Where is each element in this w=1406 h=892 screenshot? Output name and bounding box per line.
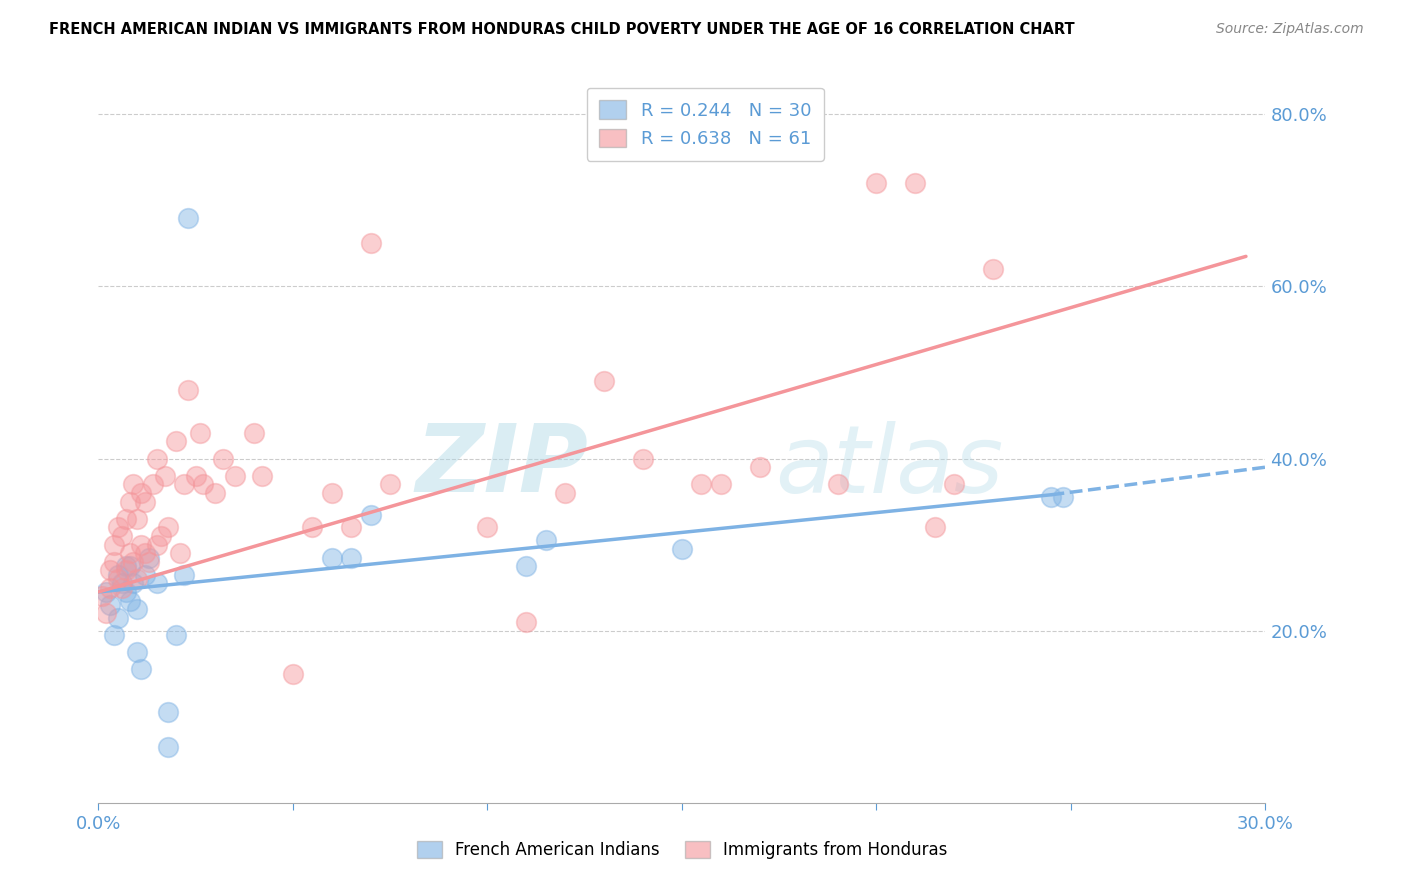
Point [142,477,165,491]
Point [149,529,172,543]
Point [98,581,121,595]
Point [127,512,149,526]
Point [138,550,160,565]
Point [103,538,125,552]
Point [107,520,129,534]
Point [157,739,180,754]
Point [250,468,273,483]
Point [127,645,149,659]
Point [321,550,343,565]
Point [122,555,145,569]
Point [281,666,304,681]
Point [114,559,136,574]
Point [103,555,125,569]
Point [122,477,145,491]
Point [360,508,382,522]
Point [103,628,125,642]
Point [157,520,180,534]
Point [1052,491,1074,505]
Point [169,546,191,560]
Point [129,662,152,676]
Point [212,451,235,466]
Point [114,585,136,599]
Point [671,541,693,556]
Point [146,451,169,466]
Point [301,520,323,534]
Point [515,615,537,629]
Point [1040,491,1063,505]
Point [165,434,187,449]
Point [340,520,363,534]
Point [146,576,169,591]
Point [748,460,770,475]
Point [943,477,966,491]
Point [118,593,141,607]
Point [118,546,141,560]
Point [153,468,176,483]
Point [134,546,156,560]
Point [224,468,246,483]
Point [107,567,129,582]
Point [157,706,180,720]
Text: ZIP: ZIP [416,420,589,512]
Point [134,494,156,508]
Point [534,533,557,548]
Point [173,567,195,582]
Point [710,477,733,491]
Point [107,611,129,625]
Point [188,425,211,440]
Point [98,598,121,612]
Point [184,468,207,483]
Point [177,211,200,225]
Text: FRENCH AMERICAN INDIAN VS IMMIGRANTS FROM HONDURAS CHILD POVERTY UNDER THE AGE O: FRENCH AMERICAN INDIAN VS IMMIGRANTS FRO… [49,22,1074,37]
Point [134,567,156,582]
Text: Source: ZipAtlas.com: Source: ZipAtlas.com [1216,22,1364,37]
Point [321,486,343,500]
Point [827,477,849,491]
Point [165,628,187,642]
Point [554,486,576,500]
Point [146,538,169,552]
Point [127,602,149,616]
Point [177,383,200,397]
Point [243,425,266,440]
Point [904,176,927,190]
Point [593,374,616,388]
Point [204,486,226,500]
Point [138,555,160,569]
Point [91,589,114,603]
Point [515,559,537,574]
Point [631,451,654,466]
Point [107,572,129,586]
Point [96,607,118,621]
Legend: R = 0.244   N = 30, R = 0.638   N = 61: R = 0.244 N = 30, R = 0.638 N = 61 [586,87,824,161]
Point [114,564,136,578]
Point [111,529,134,543]
Point [127,572,149,586]
Text: atlas: atlas [775,421,1004,512]
Point [111,576,134,591]
Point [96,585,118,599]
Point [173,477,195,491]
Point [340,550,363,565]
Point [111,581,134,595]
Point [118,559,141,574]
Point [360,236,382,251]
Point [380,477,402,491]
Point [690,477,713,491]
Point [129,486,152,500]
Point [865,176,887,190]
Point [981,262,1004,277]
Point [98,564,121,578]
Point [924,520,946,534]
Point [114,512,136,526]
Point [118,494,141,508]
Point [193,477,215,491]
Point [477,520,499,534]
Point [122,576,145,591]
Point [129,538,152,552]
